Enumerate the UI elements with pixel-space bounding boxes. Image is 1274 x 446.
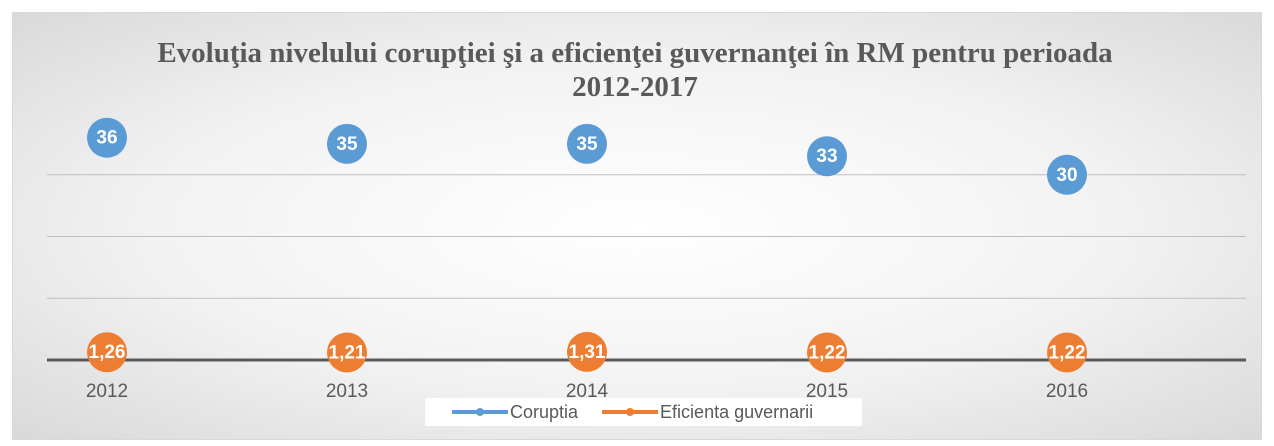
data-label: 1,26 <box>89 342 126 363</box>
data-point <box>327 332 367 373</box>
data-point <box>1047 154 1087 195</box>
data-label: 35 <box>576 134 598 155</box>
data-point <box>567 331 607 372</box>
legend-marker <box>626 408 635 416</box>
legend-marker <box>476 408 484 416</box>
data-point <box>327 123 367 164</box>
x-tick-label: 2015 <box>806 381 848 402</box>
chart-title: Evoluţia nivelului corupţiei şi a eficie… <box>157 37 1113 103</box>
x-tick-label: 2014 <box>566 381 609 402</box>
data-label: 36 <box>96 128 117 149</box>
data-label: 1,22 <box>1049 342 1086 363</box>
data-point <box>807 332 847 373</box>
x-tick-label: 2012 <box>86 381 128 402</box>
data-label: 1,22 <box>809 342 846 363</box>
legend-label: Coruptia <box>510 402 579 422</box>
x-tick-label: 2016 <box>1046 381 1088 402</box>
data-label: 35 <box>336 134 358 155</box>
data-point <box>87 117 127 158</box>
legend-label: Eficienta guvernarii <box>660 402 813 422</box>
data-label: 33 <box>816 146 837 167</box>
data-point <box>1047 332 1087 373</box>
data-label: 1,21 <box>329 343 366 364</box>
data-label: 1,31 <box>569 342 606 363</box>
x-tick-label: 2013 <box>326 381 368 402</box>
data-point <box>87 332 127 373</box>
data-point <box>567 123 607 164</box>
chart-area <box>12 12 1262 440</box>
data-label: 30 <box>1056 165 1077 186</box>
data-point <box>807 136 847 177</box>
